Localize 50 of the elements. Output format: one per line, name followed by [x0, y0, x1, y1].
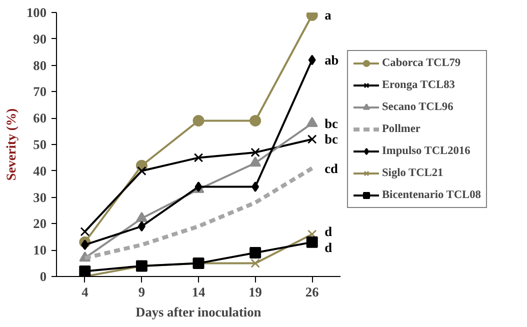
point [194, 153, 204, 162]
legend-label: Secano TCL96 [382, 101, 454, 113]
x-tick-label: 9 [138, 284, 146, 300]
legend-label: Pollmer [382, 123, 420, 135]
y-tick-label: 0 [40, 269, 47, 284]
point [308, 54, 316, 66]
y-tick-label: 60 [33, 110, 47, 126]
legend-label: Bicentenario TCL08 [382, 189, 481, 201]
y-tick-label: 70 [33, 84, 47, 100]
point [79, 265, 91, 276]
y-tick-label: 50 [33, 137, 47, 152]
point [138, 221, 146, 232]
annotation: bc [324, 116, 338, 131]
annotation: bc [324, 132, 338, 147]
x-tick-label: 14 [192, 284, 206, 300]
annotation: a [324, 8, 332, 23]
y-tick-label: 20 [33, 216, 47, 232]
annotation: ab [324, 52, 339, 68]
point [250, 246, 262, 258]
annotation: d [324, 224, 333, 240]
legend-label: Eronga TCL83 [382, 79, 455, 91]
point [250, 258, 260, 268]
point [136, 212, 148, 222]
point [137, 166, 146, 176]
point [250, 156, 262, 167]
legend-label: Caborca TCL79 [382, 57, 461, 69]
y-tick-label: 10 [33, 242, 47, 258]
point [250, 115, 262, 126]
y-tick-label: 90 [33, 31, 47, 46]
y-tick-label: 30 [33, 190, 47, 205]
point [80, 226, 90, 236]
point [81, 240, 89, 250]
x-axis-title: Days after inoculation [136, 304, 262, 320]
annotation: cd [324, 160, 339, 176]
point [306, 236, 318, 248]
point [252, 181, 260, 192]
y-tick-label: 40 [33, 163, 47, 178]
point [192, 115, 204, 126]
y-axis-title: Severity (%) [4, 108, 19, 181]
point [250, 148, 260, 158]
x-tick-label: 26 [305, 284, 320, 300]
x-tick-label: 4 [82, 284, 89, 300]
annotation: d [324, 240, 333, 255]
legend-label: Siglo TCL21 [382, 167, 444, 179]
x-tick-label: 19 [248, 284, 262, 300]
y-tick-label: 80 [33, 58, 47, 73]
point [307, 134, 317, 144]
y-tick-label: 100 [26, 5, 47, 20]
point [306, 116, 318, 128]
legend-label: Impulso TCL2016 [382, 145, 470, 157]
